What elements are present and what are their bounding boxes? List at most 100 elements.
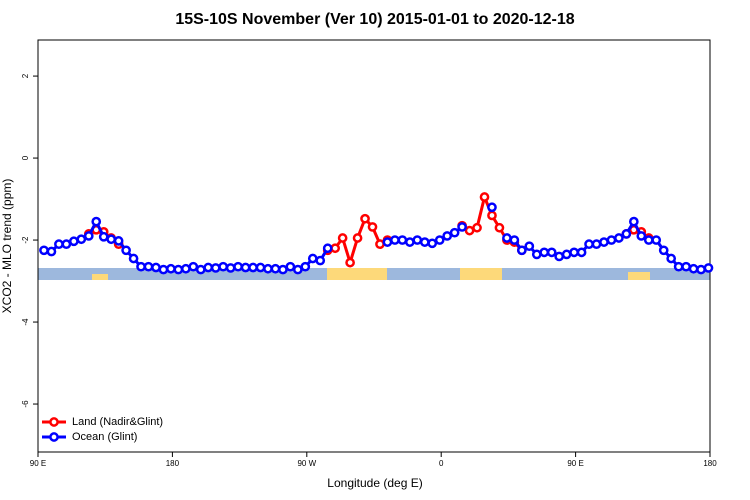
data-point — [121, 245, 131, 256]
land-strip — [92, 274, 108, 280]
data-point — [375, 239, 385, 250]
data-point — [502, 233, 512, 243]
data-point — [166, 263, 176, 274]
land-strip — [628, 272, 650, 280]
legend-label: Land (Nadir&Glint) — [72, 416, 163, 428]
data-point — [390, 235, 400, 245]
data-point — [151, 262, 161, 273]
data-point — [643, 235, 654, 245]
data-point — [419, 237, 430, 247]
data-point — [434, 235, 445, 245]
data-point — [180, 263, 191, 274]
data-point — [98, 231, 109, 242]
y-tick-label: 0 — [21, 155, 30, 160]
data-point — [569, 247, 579, 258]
x-tick-label: 90 E — [30, 459, 46, 468]
data-point — [576, 247, 587, 258]
data-point — [404, 237, 415, 247]
data-point — [539, 247, 550, 258]
data-point — [494, 222, 505, 233]
data-point — [270, 263, 281, 274]
data-point — [61, 239, 72, 250]
data-point — [263, 263, 273, 274]
data-point — [113, 236, 124, 246]
land-strip — [460, 268, 502, 280]
data-point — [591, 239, 602, 250]
data-point — [233, 261, 243, 272]
land-strip — [327, 268, 387, 280]
data-point — [666, 253, 677, 264]
data-point — [442, 231, 453, 241]
data-point — [382, 237, 393, 247]
y-tick-label: -2 — [21, 236, 30, 244]
data-point — [188, 261, 199, 272]
data-point — [487, 202, 497, 213]
data-point — [479, 192, 490, 202]
chart-title: 15S-10S November (Ver 10) 2015-01-01 to … — [175, 11, 574, 28]
data-point — [427, 238, 438, 249]
data-point — [54, 239, 64, 250]
data-point — [307, 253, 318, 264]
data-point — [621, 229, 632, 239]
data-point — [106, 234, 117, 245]
x-tick-label: 180 — [166, 459, 180, 468]
y-tick-label: -4 — [21, 318, 30, 326]
data-point — [255, 262, 266, 273]
data-point — [464, 225, 475, 236]
x-tick-label: 90 E — [567, 459, 583, 468]
data-point — [614, 233, 624, 243]
data-point — [39, 245, 49, 256]
data-point — [628, 216, 639, 227]
data-point — [703, 263, 714, 273]
x-tick-label: 180 — [703, 459, 717, 468]
data-point — [606, 235, 617, 245]
data-point — [367, 222, 378, 232]
data-point — [292, 264, 303, 275]
data-point — [360, 213, 370, 224]
data-point — [472, 222, 482, 233]
data-point — [524, 241, 535, 252]
data-point — [509, 235, 520, 245]
data-point — [240, 262, 251, 273]
data-point — [68, 236, 79, 247]
data-point — [345, 257, 355, 268]
data-point — [516, 245, 527, 256]
data-point — [136, 261, 146, 272]
legend-label: Ocean (Glint) — [72, 431, 137, 443]
data-point — [315, 255, 326, 266]
plot-frame — [37, 39, 711, 453]
data-point — [218, 261, 229, 272]
data-point — [285, 261, 296, 272]
data-point — [457, 222, 467, 232]
data-point — [531, 249, 542, 260]
data-point — [210, 263, 221, 273]
x-axis-label: Longitude (deg E) — [327, 476, 422, 490]
data-point — [195, 264, 206, 275]
data-point — [278, 264, 288, 275]
legend-marker — [49, 417, 59, 427]
data-point — [546, 247, 557, 258]
data-point — [561, 249, 572, 260]
data-point — [696, 264, 706, 275]
data-point — [76, 234, 87, 245]
data-point — [91, 216, 102, 227]
data-point — [599, 237, 609, 247]
data-point — [673, 261, 684, 272]
data-point — [449, 227, 460, 238]
data-point — [248, 262, 258, 273]
legend-marker — [49, 432, 59, 442]
data-point — [681, 261, 691, 272]
data-point — [688, 263, 699, 274]
data-point — [173, 264, 184, 275]
data-point — [487, 210, 497, 221]
data-point — [203, 262, 214, 273]
data-point — [143, 261, 154, 272]
data-point — [225, 263, 236, 273]
x-tick-label: 0 — [439, 459, 444, 468]
data-point — [128, 253, 139, 264]
data-point — [554, 251, 565, 262]
data-point — [651, 235, 662, 245]
data-point — [83, 231, 94, 241]
data-point — [158, 264, 169, 275]
